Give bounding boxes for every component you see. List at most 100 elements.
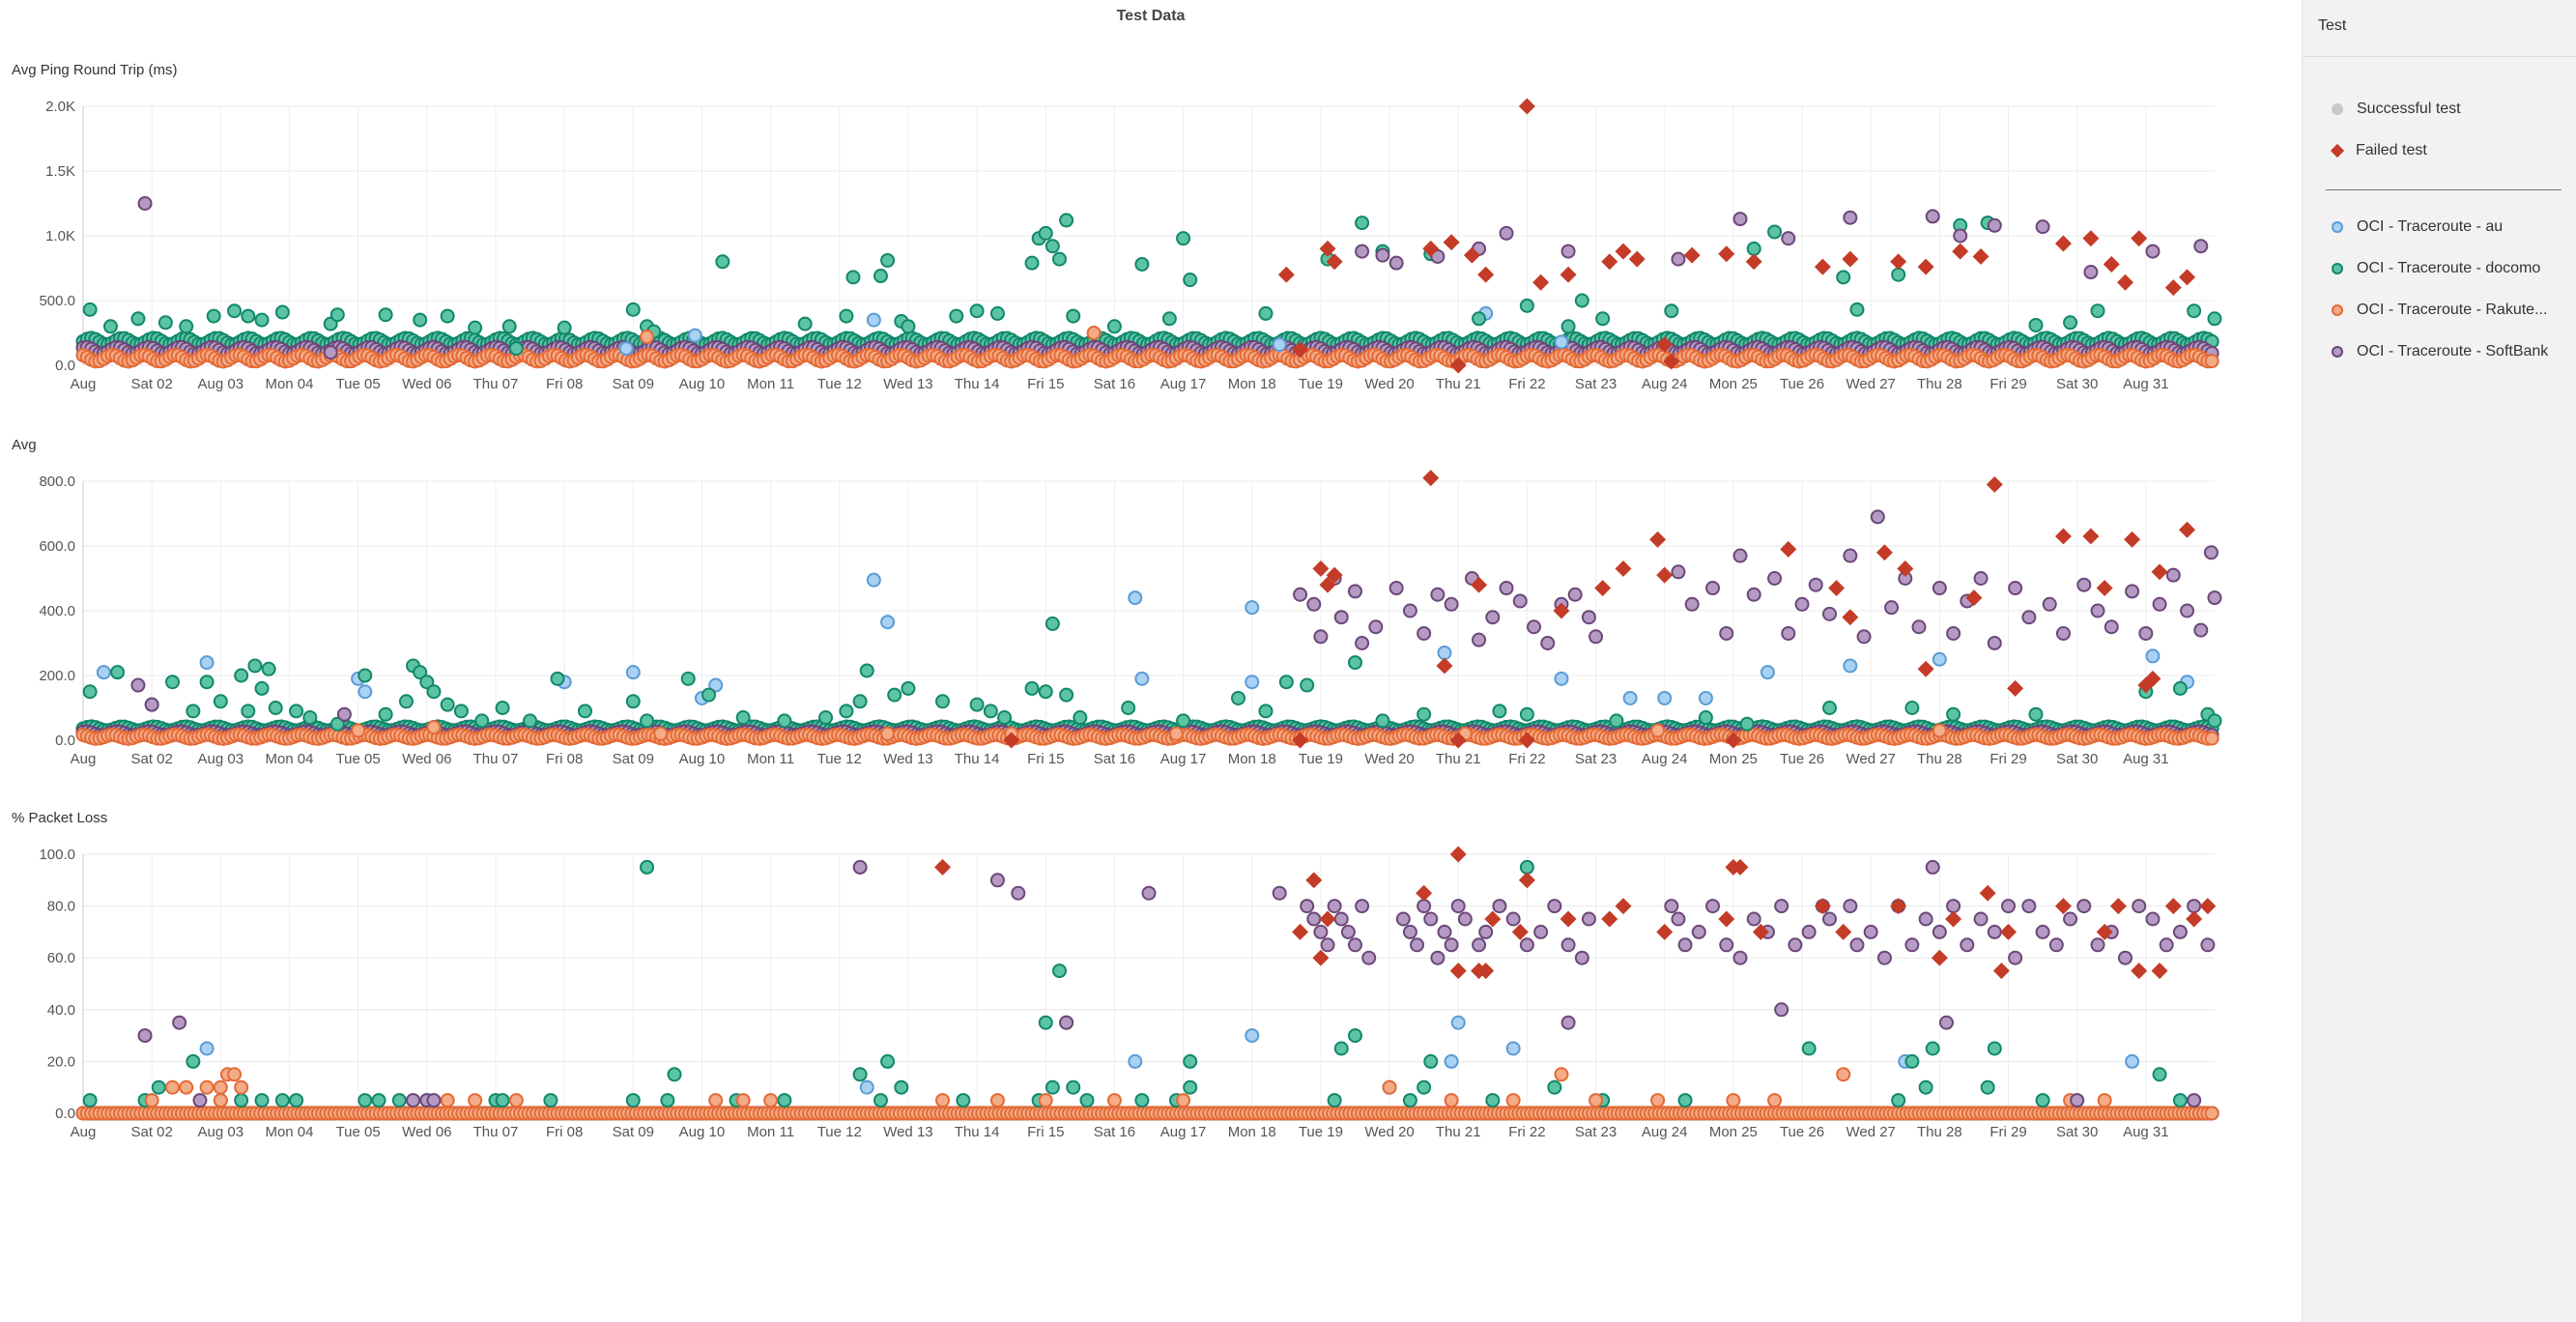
x-tick-label: Mon 11 [747, 1124, 794, 1140]
y-tick-label: 0.0 [55, 358, 75, 374]
data-point [997, 710, 1013, 726]
failed-test-point [2179, 269, 2196, 286]
data-point [227, 303, 243, 319]
data-point [206, 308, 221, 324]
data-point [687, 328, 702, 343]
ping-chart[interactable]: Aug Sat 02 Aug 03 Mon 04 Tue 05 Wed 06 Thu 07 F… [0, 93, 2302, 402]
x-tick-label: Aug 17 [1160, 376, 1207, 392]
data-point [1024, 255, 1040, 271]
data-point [2138, 625, 2154, 641]
failed-test-point [2082, 528, 2100, 545]
data-point [1953, 228, 1968, 244]
x-tick-label: Mon 04 [265, 1124, 313, 1140]
failed-test-point [1656, 566, 1674, 584]
failed-test-point [1649, 531, 1667, 548]
packet-loss-chart[interactable]: Aug Sat 02 Aug 03 Mon 04 Tue 05 Wed 06 Thu 07 F… [0, 841, 2302, 1150]
data-point [1781, 231, 1796, 246]
data-point [186, 704, 201, 719]
x-tick-label: Fri 08 [546, 376, 583, 392]
baseline-point [2204, 354, 2219, 369]
failed-test-point [1312, 560, 1330, 577]
data-point [1698, 710, 1713, 726]
data-point [1375, 713, 1390, 729]
data-point [1760, 665, 1775, 680]
x-tick-label: Fri 22 [1508, 751, 1545, 767]
failed-test-point [1875, 544, 1893, 561]
failed-test-point [2054, 235, 2072, 252]
data-point [983, 704, 998, 719]
x-tick-label: Tue 12 [817, 751, 862, 767]
data-point [852, 694, 868, 709]
y-tick-label: 2.0K [45, 99, 75, 115]
data-point [2165, 567, 2181, 583]
chart-title-ping: Avg Ping Round Trip (ms) [12, 62, 178, 78]
data-point [474, 713, 490, 729]
failed-test-point [1436, 657, 1453, 675]
data-point [839, 308, 854, 324]
x-tick-label: Sat 30 [2056, 751, 2098, 767]
data-point [1527, 619, 1542, 635]
data-point [1684, 596, 1700, 612]
x-tick-label: Thu 14 [955, 751, 1000, 767]
data-point [2028, 317, 2044, 332]
data-point [1519, 706, 1534, 722]
data-point [989, 305, 1005, 321]
data-point [1609, 713, 1624, 729]
data-point [426, 684, 442, 700]
data-point [845, 270, 861, 285]
data-point [2055, 625, 2071, 641]
chart-title-avg: Avg [12, 437, 37, 453]
data-point [1313, 629, 1329, 645]
data-point [680, 671, 696, 686]
data-point [2193, 239, 2209, 254]
data-point [1106, 319, 1122, 334]
data-point [1086, 326, 1102, 340]
failed-test-point [1560, 266, 1577, 283]
data-point [1732, 212, 1748, 227]
data-point [1388, 255, 1404, 271]
data-point [358, 684, 373, 700]
x-tick-label: Mon 04 [265, 751, 313, 767]
failed-test-point [2096, 580, 2113, 597]
x-tick-label: Sat 09 [613, 751, 654, 767]
x-tick-label: Aug 03 [198, 1124, 244, 1140]
x-tick-label: Wed 13 [883, 376, 932, 392]
data-point [708, 677, 724, 693]
x-tick-label: Wed 06 [402, 751, 451, 767]
data-point [1554, 671, 1569, 686]
failed-test-point [1615, 560, 1632, 577]
chart-title-packet-loss: % Packet Loss [12, 810, 108, 826]
x-tick-label: Mon 18 [1228, 751, 1276, 767]
data-point [640, 330, 655, 345]
data-point [419, 675, 435, 690]
x-tick-label: Wed 20 [1364, 1124, 1414, 1140]
data-point [1946, 625, 1961, 641]
data-point [268, 701, 283, 715]
failed-test-point [2164, 279, 2182, 297]
data-point [1375, 247, 1390, 263]
failed-test-point [1718, 245, 1735, 263]
data-point [2008, 581, 2023, 596]
x-tick-label: Thu 07 [473, 376, 519, 392]
failed-test-point [1628, 250, 1646, 268]
data-point [523, 713, 538, 729]
x-tick-label: Aug [71, 376, 97, 392]
x-tick-label: Aug [71, 751, 97, 767]
data-point [625, 694, 641, 709]
data-point [1134, 671, 1150, 686]
data-point [1540, 636, 1556, 650]
x-tick-label: Sat 16 [1094, 1124, 1135, 1140]
page-title: Test Data [1116, 8, 1186, 24]
x-tick-label: Thu 14 [955, 376, 1000, 392]
failed-test-point [1890, 253, 1907, 271]
data-point [82, 302, 98, 317]
x-tick-label: Fri 29 [1989, 1124, 2026, 1140]
x-tick-label: Wed 13 [883, 1124, 932, 1140]
x-tick-label: Mon 11 [747, 376, 794, 392]
x-tick-label: Thu 21 [1436, 376, 1481, 392]
data-point [625, 302, 641, 317]
data-point [165, 675, 181, 690]
data-point [2104, 619, 2119, 635]
avg-chart[interactable]: Aug Sat 02 Aug 03 Mon 04 Tue 05 Wed 06 Thu 07 F… [0, 468, 2302, 777]
data-point [110, 665, 126, 680]
